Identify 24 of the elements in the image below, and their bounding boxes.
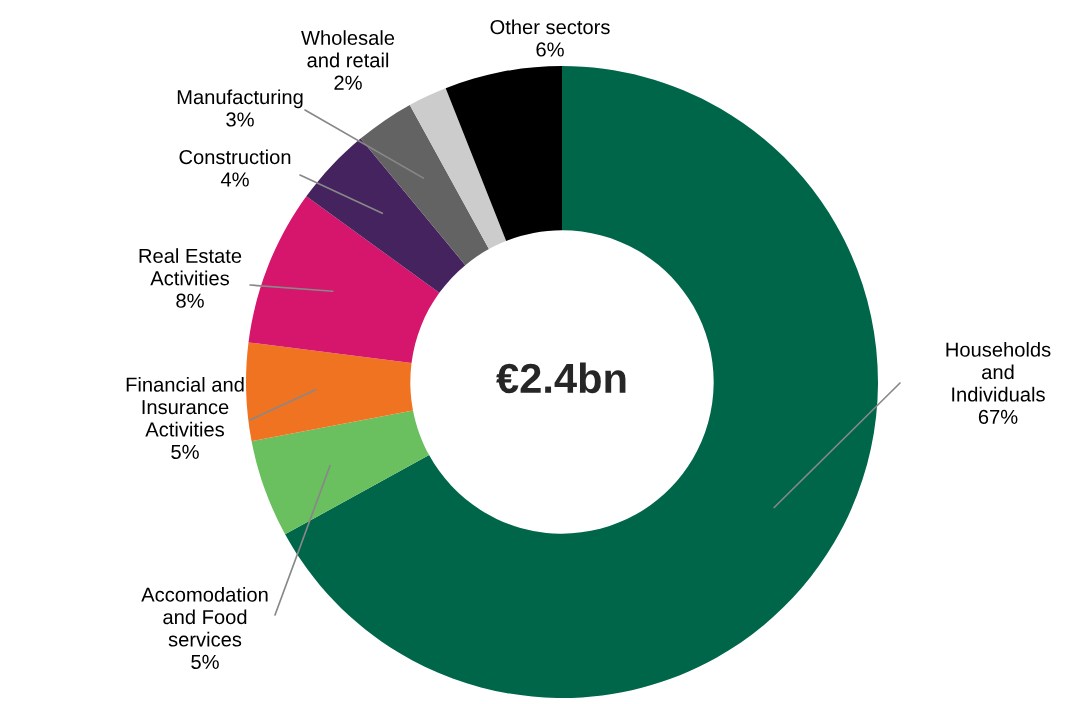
slice-label: Households and Individuals: [946, 341, 1051, 402]
slice-label: Wholesale and retail: [301, 30, 395, 68]
donut-slice: [306, 138, 466, 293]
data-label: 4%: [220, 172, 249, 187]
donut-slice: [409, 88, 507, 250]
data-label: 8%: [176, 293, 204, 308]
slice-label: Manufacturing: [177, 89, 303, 109]
donut-slice: [248, 196, 440, 363]
data-label: 6%: [536, 42, 564, 57]
data-label: 5%: [171, 444, 199, 460]
data-label: 3%: [226, 112, 254, 127]
slice-label: Construction: [179, 149, 291, 165]
text: €2.4bn: [496, 362, 626, 394]
slice-label: Real Estate Activities: [139, 248, 242, 286]
slice-label: Financial and Insurance Activities: [126, 376, 244, 437]
donut-slice: [360, 105, 489, 266]
slice-label: Other sectors: [490, 19, 610, 35]
data-label: 5%: [191, 654, 219, 670]
donut-slice: [251, 410, 430, 535]
donut-slice: [246, 342, 414, 442]
slice-label: Accomodation and Food services: [141, 586, 268, 647]
data-label: 2%: [334, 75, 362, 90]
data-label: 67%: [978, 409, 1018, 425]
donut-slice: [445, 66, 562, 241]
